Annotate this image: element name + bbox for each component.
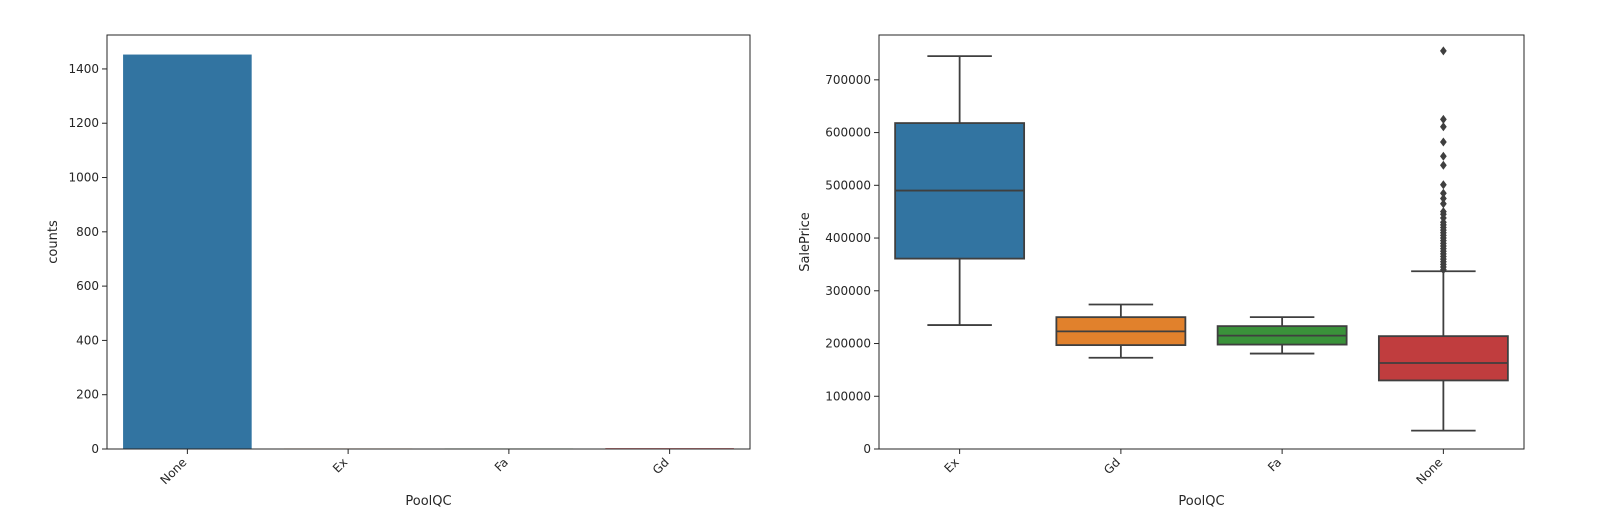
y-tick-label: 800 — [76, 225, 99, 239]
y-tick-label: 600 — [76, 279, 99, 293]
y-tick-label: 200000 — [825, 337, 871, 351]
y-tick-label: 1400 — [68, 62, 99, 76]
y-tick-label: 600000 — [825, 126, 871, 140]
outlier-point — [1440, 160, 1447, 170]
plot-frame — [106, 34, 751, 450]
y-tick-label: 400 — [76, 333, 99, 347]
count-bar-chart: 0 200 400 600 800 1000 1200 1400 None Ex Fa Gd PoolQ… — [46, 34, 751, 509]
y-tick-label: 1200 — [68, 116, 99, 130]
y-axis-label: counts — [46, 220, 61, 264]
outlier-point — [1440, 193, 1447, 203]
outlier-point — [1440, 207, 1447, 217]
outlier-point — [1440, 180, 1447, 190]
outlier-point — [1440, 122, 1447, 132]
x-tick-label: Ex — [941, 455, 961, 475]
outlier-point — [1440, 114, 1447, 124]
y-tick-label: 500000 — [825, 178, 871, 192]
y-tick-label: 0 — [91, 442, 99, 456]
x-axis-label: PoolQC — [1178, 494, 1224, 509]
x-tick-label: Ex — [330, 455, 350, 475]
outlier-point — [1440, 46, 1447, 56]
bar-none — [123, 54, 252, 449]
box-group-fa — [1216, 316, 1348, 355]
outlier-point — [1440, 137, 1447, 147]
x-tick-label: None — [1413, 455, 1445, 487]
x-tick-label: Gd — [650, 455, 672, 477]
x-tick-label: Gd — [1101, 455, 1123, 477]
y-tick-label: 200 — [76, 388, 99, 402]
outlier-point — [1440, 188, 1447, 198]
saleprice-boxplot-chart: 0 100000 200000 300000 400000 500000 600000 700… — [798, 34, 1525, 509]
x-tick-label: Fa — [1265, 455, 1284, 474]
y-tick-label: 0 — [863, 442, 871, 456]
plot-frame — [878, 34, 1525, 450]
y-tick-label: 1000 — [68, 171, 99, 185]
box-group-ex — [894, 55, 1026, 326]
y-axis-label: SalePrice — [798, 212, 813, 272]
y-tick-label: 700000 — [825, 73, 871, 87]
y-tick-label: 400000 — [825, 231, 871, 245]
x-axis-label: PoolQC — [405, 494, 451, 509]
outlier-point — [1440, 199, 1447, 209]
outlier-point — [1440, 151, 1447, 161]
box-group-none — [1377, 46, 1509, 432]
iqr-box — [1377, 335, 1509, 382]
x-tick-label: Fa — [492, 455, 511, 474]
y-tick-label: 100000 — [825, 389, 871, 403]
box-group-gd — [1055, 303, 1187, 359]
x-tick-label: None — [157, 455, 189, 487]
y-tick-label: 300000 — [825, 284, 871, 298]
